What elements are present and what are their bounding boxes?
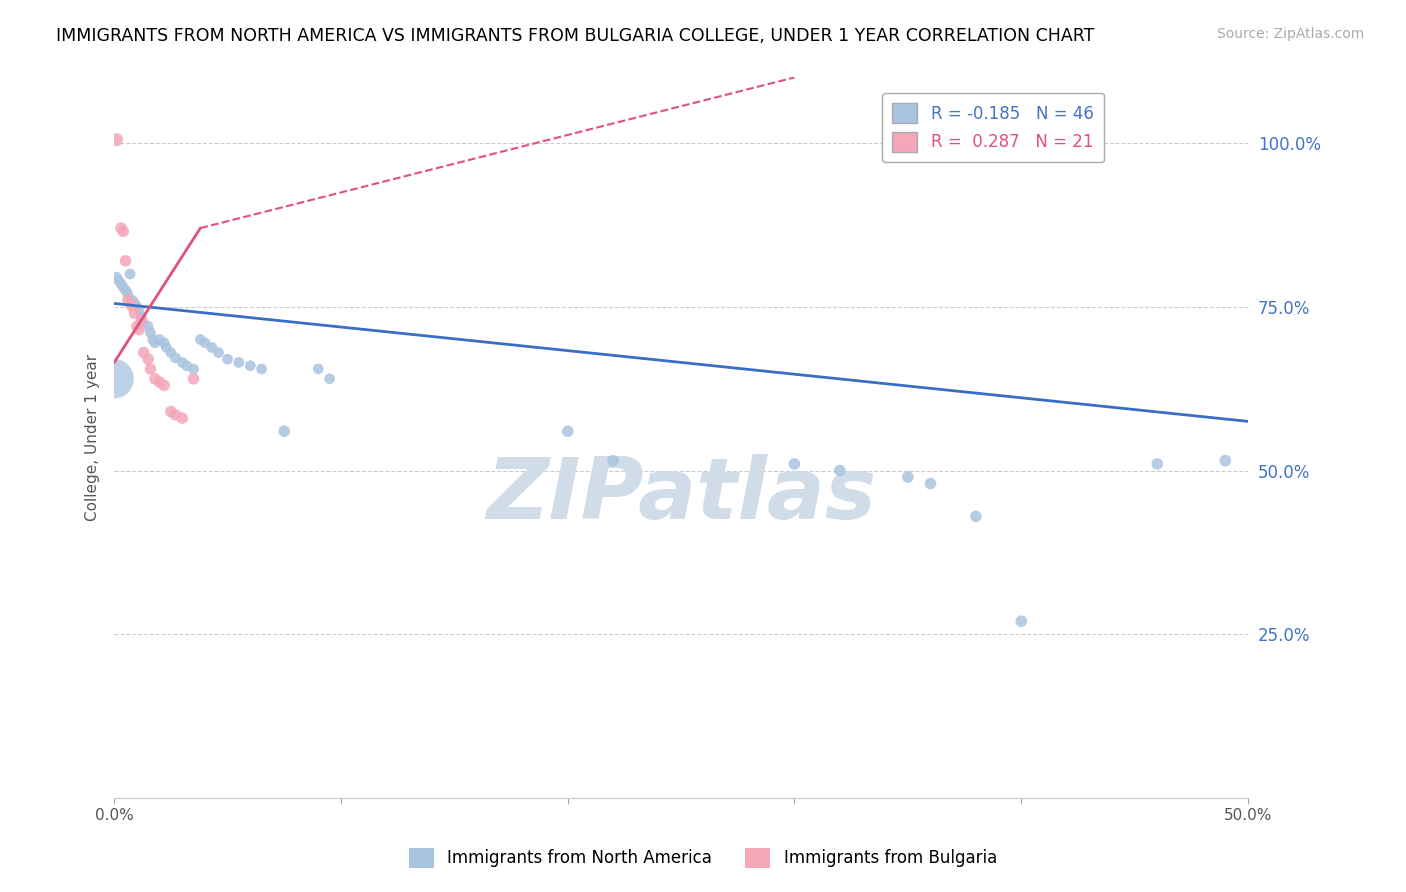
Point: [207, 345, 229, 359]
Point: [121, 293, 143, 308]
Point: [112, 280, 135, 294]
Point: [117, 286, 139, 301]
Point: [194, 335, 217, 350]
Text: ZIPatlas: ZIPatlas: [486, 454, 876, 537]
Point: [107, 273, 129, 287]
Point: [183, 372, 205, 386]
Point: [143, 372, 166, 386]
Point: [120, 296, 142, 310]
Point: [201, 340, 224, 354]
Point: [132, 345, 155, 359]
Point: [602, 453, 624, 467]
Point: [110, 221, 132, 235]
Point: [897, 470, 920, 484]
Point: [1010, 614, 1032, 628]
Point: [228, 355, 250, 369]
Point: [103, 372, 125, 386]
Point: [136, 352, 159, 367]
Point: [920, 476, 942, 491]
Point: [110, 277, 132, 291]
Point: [239, 359, 262, 373]
Point: [172, 411, 194, 425]
Point: [965, 509, 987, 524]
Point: [143, 335, 166, 350]
Point: [131, 313, 153, 327]
Point: [105, 270, 128, 285]
Point: [318, 372, 340, 386]
Text: Source: ZipAtlas.com: Source: ZipAtlas.com: [1216, 27, 1364, 41]
Point: [165, 408, 187, 422]
Point: [148, 375, 170, 389]
Legend: Immigrants from North America, Immigrants from Bulgaria: Immigrants from North America, Immigrant…: [402, 841, 1004, 875]
Point: [148, 333, 170, 347]
Point: [142, 333, 165, 347]
Point: [114, 284, 136, 298]
Point: [125, 300, 148, 314]
Point: [172, 355, 194, 369]
Point: [117, 293, 139, 308]
Legend: R = -0.185   N = 46, R =  0.287   N = 21: R = -0.185 N = 46, R = 0.287 N = 21: [883, 93, 1104, 162]
Point: [828, 463, 851, 477]
Point: [307, 362, 329, 376]
Point: [124, 306, 146, 320]
Point: [153, 378, 176, 392]
Point: [132, 316, 155, 330]
Point: [112, 224, 135, 238]
Point: [250, 362, 273, 376]
Text: IMMIGRANTS FROM NORTH AMERICA VS IMMIGRANTS FROM BULGARIA COLLEGE, UNDER 1 YEAR : IMMIGRANTS FROM NORTH AMERICA VS IMMIGRA…: [56, 27, 1095, 45]
Point: [783, 457, 806, 471]
Point: [153, 335, 176, 350]
Point: [139, 362, 162, 376]
Point: [128, 323, 150, 337]
Point: [217, 352, 239, 367]
Point: [125, 319, 148, 334]
Point: [165, 351, 187, 365]
Point: [557, 424, 579, 438]
Point: [139, 326, 162, 340]
Point: [114, 253, 136, 268]
Point: [136, 319, 159, 334]
Point: [1146, 457, 1168, 471]
Point: [1213, 453, 1236, 467]
Point: [131, 310, 153, 324]
Point: [273, 424, 295, 438]
Point: [160, 404, 183, 418]
Point: [176, 359, 198, 373]
Point: [183, 362, 205, 376]
Point: [105, 133, 128, 147]
Point: [155, 340, 177, 354]
Point: [124, 296, 146, 310]
Point: [121, 300, 143, 314]
Point: [190, 333, 212, 347]
Point: [128, 303, 150, 318]
Point: [160, 345, 183, 359]
Y-axis label: College, Under 1 year: College, Under 1 year: [86, 354, 100, 521]
Point: [120, 267, 142, 281]
